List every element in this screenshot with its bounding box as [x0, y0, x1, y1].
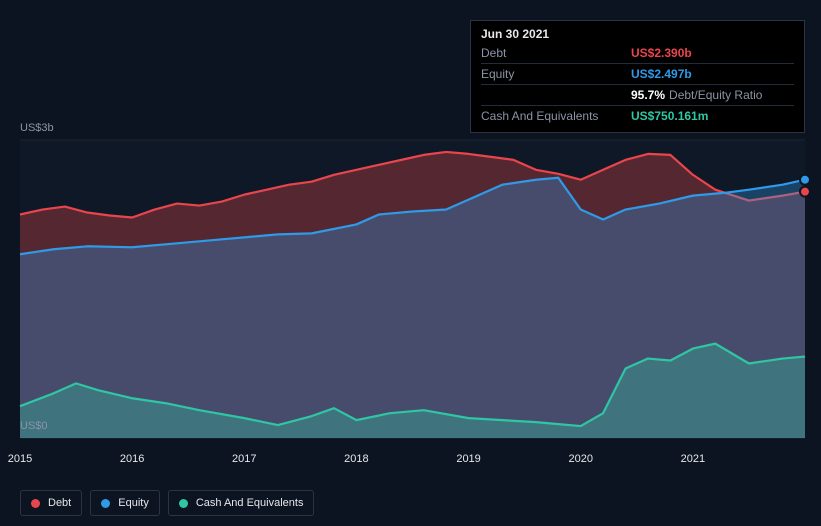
- legend: Debt Equity Cash And Equivalents: [20, 490, 314, 516]
- x-axis-tick: 2015: [8, 453, 32, 465]
- x-axis-tick: 2017: [232, 453, 256, 465]
- legend-swatch: [101, 499, 110, 508]
- legend-item-cash[interactable]: Cash And Equivalents: [168, 490, 315, 516]
- y-axis-tick: US$0: [20, 420, 48, 432]
- legend-label: Debt: [48, 497, 71, 509]
- legend-label: Cash And Equivalents: [196, 497, 304, 509]
- chart: US$0 US$3b 2015 2016 2017 2018 2019 2020 2021: [0, 0, 821, 526]
- legend-item-equity[interactable]: Equity: [90, 490, 160, 516]
- legend-label: Equity: [118, 497, 149, 509]
- x-axis-tick: 2016: [120, 453, 144, 465]
- x-axis-tick: 2018: [344, 453, 368, 465]
- y-axis-tick: US$3b: [20, 122, 54, 134]
- legend-swatch: [31, 499, 40, 508]
- legend-swatch: [179, 499, 188, 508]
- chart-svg[interactable]: [0, 0, 821, 526]
- x-axis-tick: 2020: [568, 453, 592, 465]
- legend-item-debt[interactable]: Debt: [20, 490, 82, 516]
- x-axis-tick: 2019: [456, 453, 480, 465]
- x-axis-tick: 2021: [681, 453, 705, 465]
